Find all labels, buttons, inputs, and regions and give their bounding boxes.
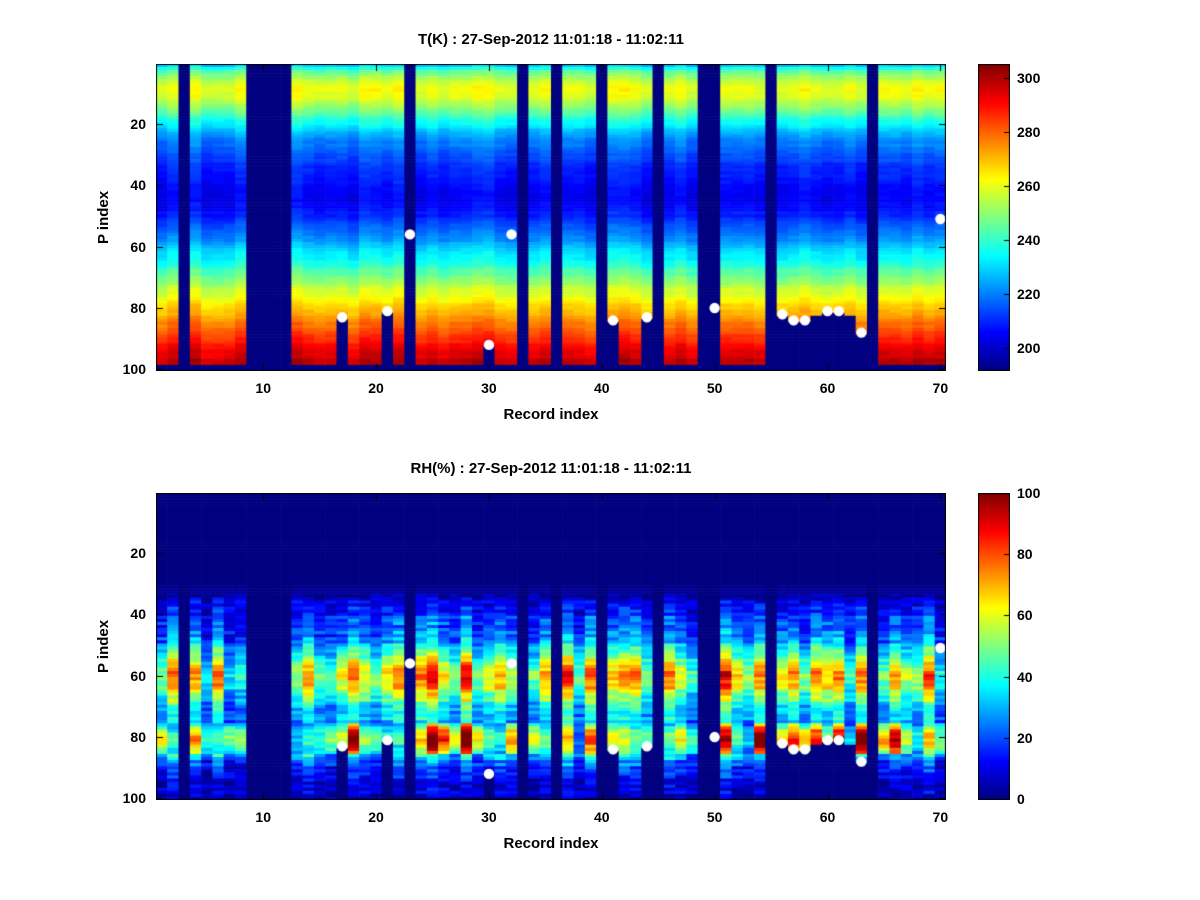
colorbar-tick-label: 240 [1017,232,1041,249]
x-tick-label: 10 [255,380,271,396]
x-tick-label: 50 [706,809,723,825]
colorbar-tick-label: 80 [1017,546,1033,563]
x-tick-label: 60 [819,809,836,825]
humidity-colorbar-canvas [978,493,1010,800]
humidity-plot-title: RH(%) : 27-Sep-2012 11:01:18 - 11:02:11 [410,460,692,477]
humidity-x-axis-label: Record index [503,835,599,852]
y-tick-label: 100 [122,790,146,807]
colorbar-tick-label: 220 [1017,286,1041,303]
y-tick-label: 40 [130,606,146,623]
colorbar-tick-label: 300 [1017,69,1041,86]
humidity-heatmap-canvas [156,493,946,800]
y-tick-label: 20 [130,115,146,132]
temperature-plot-title: T(K) : 27-Sep-2012 11:01:18 - 11:02:11 [418,31,684,48]
x-tick-label: 60 [819,380,836,396]
x-tick-label: 10 [255,809,271,825]
colorbar-tick-label: 40 [1017,668,1033,685]
colorbar-tick-label: 280 [1017,123,1041,140]
y-tick-label: 60 [130,238,146,255]
x-tick-label: 20 [368,809,384,825]
x-tick-label: 40 [593,809,610,825]
y-tick-label: 40 [130,177,146,194]
x-tick-label: 20 [368,380,384,396]
colorbar-tick-label: 60 [1017,607,1033,624]
y-tick-label: 100 [122,361,146,378]
temperature-y-axis-label: P index [95,190,112,245]
colorbar-tick-label: 20 [1017,729,1033,746]
y-tick-label: 80 [130,300,146,317]
x-tick-label: 30 [481,380,497,396]
x-tick-label: 30 [481,809,497,825]
x-tick-label: 70 [932,809,949,825]
x-tick-label: 70 [932,380,949,396]
x-tick-label: 50 [706,380,723,396]
y-tick-label: 20 [130,544,146,561]
temperature-x-axis-label: Record index [503,406,599,423]
y-tick-label: 80 [130,729,146,746]
temperature-colorbar-canvas [978,64,1010,371]
plot-humidity: RH(%) : 27-Sep-2012 11:01:18 - 11:02:11 … [0,429,1200,900]
colorbar-tick-label: 200 [1017,340,1041,357]
plot-temperature: T(K) : 27-Sep-2012 11:01:18 - 11:02:11 P… [95,31,1041,423]
y-tick-label: 60 [130,667,146,684]
colorbar-tick-label: 260 [1017,177,1041,194]
colorbar-tick-label: 0 [1017,791,1025,807]
temperature-heatmap-canvas [156,64,946,371]
humidity-y-axis-label: P index [95,619,112,674]
x-tick-label: 40 [593,380,610,396]
colorbar-tick-label: 100 [1017,485,1041,501]
